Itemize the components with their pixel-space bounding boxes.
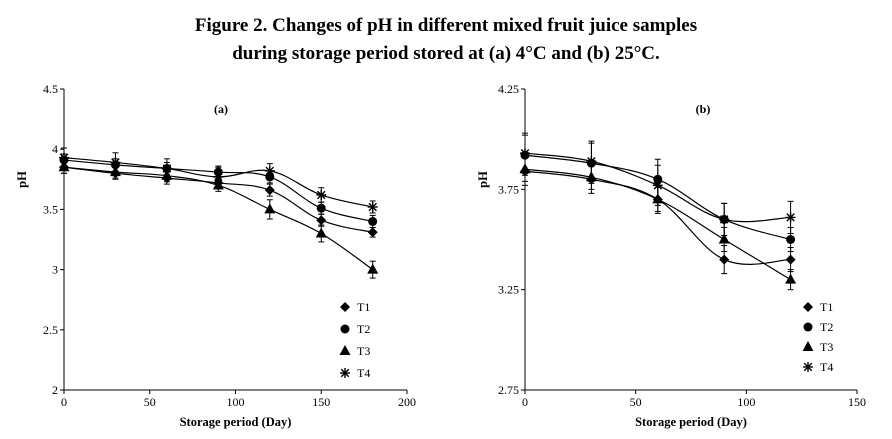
- chart-a-series-t4-point: [367, 201, 378, 212]
- chart-a-x-tick-label: 50: [144, 395, 156, 409]
- chart-a-x-tick-label: 0: [61, 395, 67, 409]
- chart-b-legend-marker: [802, 341, 814, 351]
- chart-b-legend-label: T2: [820, 320, 833, 334]
- chart-a-series-t2-point: [368, 216, 378, 226]
- chart-a-x-axis-label: Storage period (Day): [180, 415, 292, 429]
- chart-a-legend-marker: [339, 345, 351, 355]
- chart-b-legend-item-t1: T1: [803, 300, 833, 314]
- chart-b-series-t4-point: [586, 156, 597, 167]
- chart-b-series-t4-point: [520, 148, 530, 159]
- figure-title-line-2: during storage period stored at (a) 4°C …: [232, 43, 660, 64]
- chart-b-series-t2-point: [786, 235, 796, 244]
- chart-b-y-tick-label: 3.75: [498, 182, 519, 196]
- chart-b-x-tick-label: 50: [630, 395, 642, 409]
- chart-a-legend-label: T1: [357, 300, 370, 314]
- chart-a-series-t3-point: [367, 263, 379, 274]
- chart-b-y-axis-label: pH: [476, 171, 490, 188]
- chart-a-y-tick-label: 2: [52, 383, 58, 397]
- chart-b-y-tick-label: 3.25: [498, 283, 519, 297]
- chart-a-series-t3-point: [264, 203, 276, 214]
- chart-b-series-t4-point-stroke: [719, 215, 729, 224]
- chart-a-y-axis-label: pH: [15, 171, 29, 188]
- chart-b-x-axis-label: Storage period (Day): [635, 415, 747, 429]
- chart-b-legend-marker: [803, 322, 813, 332]
- chart-a-series-t4-point-stroke: [368, 202, 377, 212]
- chart-a-series-t1-point: [367, 227, 378, 238]
- chart-b-legend-marker: [803, 362, 813, 372]
- chart-a-series-t4-point: [59, 152, 69, 163]
- chart-a-y-tick-label: 4: [52, 142, 58, 156]
- chart-a-series-t3-point: [315, 227, 327, 238]
- chart-a-y-tick-label: 4.5: [43, 82, 58, 96]
- chart-a-legend-label: T2: [357, 322, 370, 336]
- chart-a-series-t1-point: [264, 185, 275, 196]
- chart-b-x-tick-label: 0: [522, 395, 528, 409]
- chart-a-y-tick-label: 3.5: [43, 202, 58, 216]
- chart-a-y-tick-label: 3: [52, 263, 58, 277]
- figure-title-line-1: Figure 2. Changes of pH in different mix…: [194, 15, 698, 36]
- chart-a-legend-item-t3: T3: [339, 344, 370, 358]
- chart-b-legend-item-t4: T4: [803, 360, 833, 374]
- chart-b-series-t4-point: [652, 180, 663, 191]
- chart-a-legend-marker: [340, 302, 350, 312]
- chart-a-legend-item-t2: T2: [340, 322, 370, 336]
- chart-b-series-t4-point: [719, 214, 730, 225]
- chart-b-series-t4-point: [785, 212, 796, 223]
- chart-b-x-tick-label: 150: [848, 395, 866, 409]
- chart-a-legend-label: T4: [357, 366, 370, 380]
- chart-b-series-t4-point-stroke: [520, 148, 530, 158]
- chart-a-series-t2-point: [316, 203, 326, 213]
- chart-a-series-t4-point-stroke: [214, 172, 223, 182]
- chart-b-legend-label: T3: [820, 340, 833, 354]
- chart-b-series-t3-point: [718, 233, 730, 244]
- chart-b-legend-label: T4: [820, 360, 833, 374]
- chart-b-series-t4-point-stroke: [587, 156, 596, 166]
- chart-a-legend-marker-stroke: [340, 368, 350, 378]
- chart-b-series-t4-point-stroke: [653, 181, 663, 190]
- chart-a-series-t4-point-stroke: [59, 153, 69, 162]
- chart-a-x-tick-label: 100: [227, 395, 245, 409]
- chart-b-series-t4-point-stroke: [786, 213, 795, 222]
- chart-a-legend-marker: [340, 368, 350, 378]
- chart-b-legend-item-t3: T3: [802, 340, 833, 354]
- chart-a-series-t4-point: [264, 165, 275, 176]
- chart-a-x-tick-label: 150: [312, 395, 330, 409]
- chart-b-series-t1-point: [785, 254, 796, 265]
- chart-b-y-tick-label: 4.25: [498, 82, 519, 96]
- chart-b-legend-label: T1: [820, 300, 833, 314]
- chart-a-series-t4-point-stroke: [265, 166, 275, 176]
- chart-a-legend-item-t4: T4: [340, 366, 370, 380]
- chart-a-y-tick-label: 2.5: [43, 323, 58, 337]
- chart-b-legend-item-t2: T2: [803, 320, 833, 334]
- chart-a-series-t4-point-stroke: [111, 158, 120, 167]
- chart-a-panel-title: (a): [214, 102, 228, 116]
- chart-b-x-tick-label: 100: [737, 395, 755, 409]
- chart-b-series-t1-point: [719, 254, 730, 265]
- chart-a-series-t1-point: [316, 215, 327, 226]
- chart-a-series-t4-point: [110, 157, 121, 168]
- figure-title: Figure 2. Changes of pH in different mix…: [0, 12, 892, 68]
- chart-a-series-t4-point: [316, 189, 327, 200]
- chart-a-series-t4-point: [161, 163, 172, 174]
- chart-b-panel-title: (b): [696, 102, 711, 116]
- chart-b-y-tick-label: 2.75: [498, 383, 519, 397]
- chart-a-legend-marker: [340, 324, 350, 334]
- chart-a-series-t4-point-stroke: [317, 190, 326, 200]
- chart-a-series-t4-point-stroke: [162, 164, 172, 173]
- chart-a-series-t4-point: [213, 171, 224, 182]
- chart-a-x-tick-label: 200: [398, 395, 416, 409]
- chart-b-series-t4: [520, 132, 796, 236]
- chart-a-legend-label: T3: [357, 344, 370, 358]
- chart-b-series-t3-point: [785, 273, 797, 284]
- chart-b-legend-marker: [803, 302, 813, 312]
- chart-a-legend-item-t1: T1: [340, 300, 370, 314]
- chart-b-legend-marker-stroke: [803, 362, 813, 372]
- chart-a-series-t4: [59, 147, 378, 214]
